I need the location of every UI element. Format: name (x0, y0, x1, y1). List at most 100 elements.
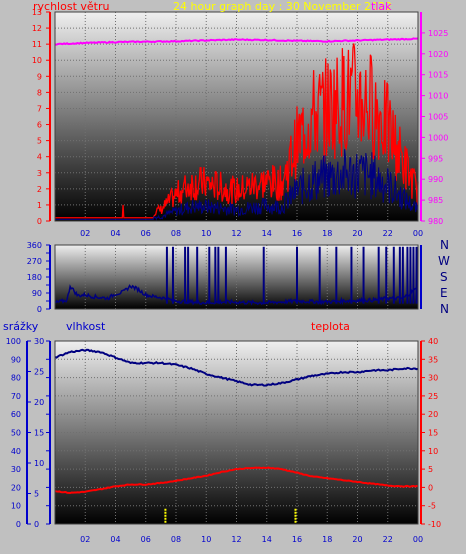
pressure-tick-label: 1025 (428, 29, 448, 38)
hour-tick-label-bottom: 16 (292, 535, 302, 544)
wind-speed-tick-label: 3 (37, 169, 42, 178)
temperature-tick-label: 10 (428, 447, 438, 456)
direction-tick-label: 270 (27, 257, 42, 266)
temperature-tick-label: 30 (428, 374, 438, 383)
hour-tick-label-top: 02 (80, 229, 90, 238)
wind-speed-label: rychlost větru (33, 0, 109, 13)
temperature-tick-label: 0 (428, 483, 433, 492)
wind-speed-tick-label: 10 (32, 56, 42, 65)
humidity-label: vlhkost (66, 320, 106, 333)
humidity-tick-label: 10 (11, 502, 21, 511)
humidity-tick-label: 80 (11, 374, 21, 383)
hour-tick-label-bottom: 22 (383, 535, 393, 544)
hour-tick-label-top: 18 (322, 229, 332, 238)
hour-tick-label-top: 08 (171, 229, 181, 238)
rain-tick-label: 10 (34, 459, 44, 468)
pressure-tick-label: 1020 (428, 50, 448, 59)
pressure-line (54, 37, 419, 46)
humidity-line (54, 348, 419, 387)
hour-tick-label-bottom: 12 (231, 535, 241, 544)
hour-tick-label-top: 00 (413, 229, 423, 238)
wind-speed-tick-label: 2 (37, 185, 42, 194)
temperature-label: teplota (311, 320, 350, 333)
direction-panel-plot-bg (55, 245, 418, 309)
pressure-tick-label: 1010 (428, 92, 448, 101)
wind-direction-line (54, 284, 419, 306)
wind-speed-tick-label: 7 (37, 104, 42, 113)
hour-tick-label-top: 14 (262, 229, 272, 238)
humidity-tick-label: 100 (6, 337, 21, 346)
hour-tick-label-top: 06 (141, 229, 151, 238)
temperature-tick-label: 5 (428, 465, 433, 474)
rain-tick-label: 30 (34, 337, 44, 346)
compass-n-top: N (440, 238, 449, 252)
pressure-tick-label: 985 (428, 196, 443, 205)
temperature-line (54, 466, 419, 495)
temperature-tick-label: 20 (428, 410, 438, 419)
direction-tick-label: 90 (32, 289, 42, 298)
compass-e: E (440, 286, 448, 300)
direction-tick-label: 360 (27, 241, 42, 250)
humidity-tick-label: 50 (11, 429, 21, 438)
graph-title: 24 hour graph day : 30 November 2022 (173, 0, 392, 13)
temperature-tick-label: -5 (428, 502, 436, 511)
hour-tick-label-bottom: 02 (80, 535, 90, 544)
hour-tick-label-bottom: 10 (201, 535, 211, 544)
pressure-tick-label: 1015 (428, 71, 448, 80)
pressure-tick-label: 1005 (428, 113, 448, 122)
wind-panel-frame (54, 11, 419, 222)
humidity-tick-label: 70 (11, 392, 21, 401)
hour-tick-label-top: 04 (110, 229, 120, 238)
climate-panel-frame (54, 340, 419, 525)
hour-tick-label-top: 22 (383, 229, 393, 238)
direction-tick-label: 180 (27, 273, 42, 282)
hour-tick-label-top: 16 (292, 229, 302, 238)
rain-label: srážky (3, 320, 39, 333)
rain-tick-label: 5 (34, 490, 39, 499)
wind-speed-tick-label: 9 (37, 72, 42, 81)
wind-speed-tick-label: 8 (37, 88, 42, 97)
wind-speed-tick-label: 5 (37, 137, 42, 146)
hour-tick-label-bottom: 04 (110, 535, 120, 544)
wind-speed-tick-label: 13 (32, 8, 42, 17)
pressure-tick-label: 980 (428, 217, 443, 226)
rain-tick-label: 20 (34, 398, 44, 407)
humidity-tick-label: 20 (11, 483, 21, 492)
hour-tick-label-top: 10 (201, 229, 211, 238)
temperature-tick-label: 15 (428, 429, 438, 438)
wind-speed-tick-label: 12 (32, 24, 42, 33)
rain-tick-label: 0 (34, 520, 39, 529)
humidity-tick-label: 40 (11, 447, 21, 456)
rain-tick-label: 25 (34, 368, 44, 377)
wind-gust-line (55, 43, 419, 219)
humidity-tick-label: 90 (11, 355, 21, 364)
wind-speed-tick-label: 0 (37, 217, 42, 226)
temperature-tick-label: 40 (428, 337, 438, 346)
hour-tick-label-top: 20 (352, 229, 362, 238)
humidity-tick-label: 60 (11, 410, 21, 419)
hour-tick-label-bottom: 08 (171, 535, 181, 544)
hour-tick-label-top: 12 (231, 229, 241, 238)
hour-tick-label-bottom: 18 (322, 535, 332, 544)
direction-panel-frame (54, 244, 419, 310)
wind-average-line (55, 149, 419, 221)
temperature-tick-label: -10 (428, 520, 441, 529)
humidity-tick-label: 0 (16, 520, 21, 529)
hour-tick-label-bottom: 14 (262, 535, 272, 544)
pressure-tick-label: 1000 (428, 133, 448, 142)
pressure-tick-label: 990 (428, 175, 443, 184)
humidity-tick-label: 30 (11, 465, 21, 474)
hour-tick-label-bottom: 00 (413, 535, 423, 544)
pressure-tick-label: 995 (428, 154, 443, 163)
temperature-tick-label: 35 (428, 355, 438, 364)
wind-speed-tick-label: 11 (32, 40, 42, 49)
wind-speed-tick-label: 1 (37, 201, 42, 210)
hour-tick-label-bottom: 20 (352, 535, 362, 544)
compass-s: S (440, 270, 448, 284)
direction-tick-label: 0 (37, 305, 42, 314)
compass-w: W (438, 254, 450, 268)
wind-speed-tick-label: 6 (37, 121, 42, 130)
rain-tick-label: 15 (34, 429, 44, 438)
